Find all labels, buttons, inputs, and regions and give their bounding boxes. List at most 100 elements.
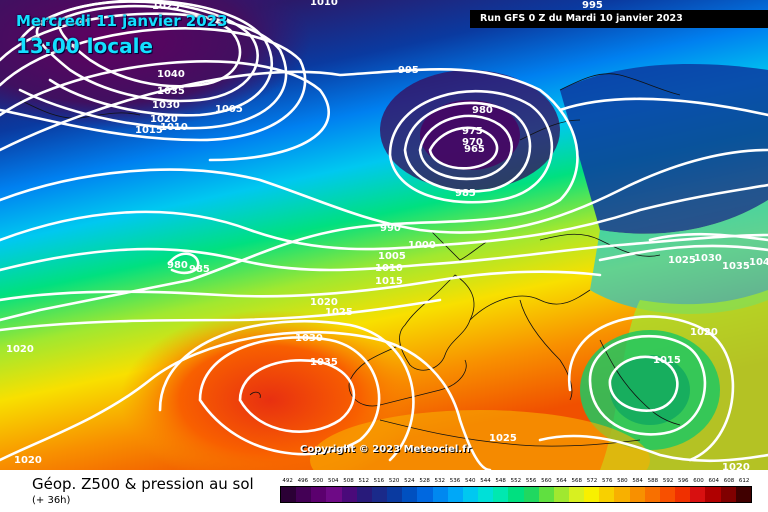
legend-label: 580 — [617, 478, 628, 484]
isobar-label: 965 — [464, 144, 485, 155]
legend-label: 560 — [541, 478, 552, 484]
legend-label: 508 — [343, 478, 354, 484]
legend-label: 564 — [556, 478, 567, 484]
isobar-label: 1020 — [14, 455, 42, 466]
isobar-label: 1035 — [157, 86, 185, 97]
legend-label: 588 — [647, 478, 659, 484]
map-title: Géop. Z500 & pression au sol — [32, 475, 254, 493]
pressure-geopotential-map: 1010 1025 995 995 1040 1035 1030 1020 10… — [0, 0, 768, 470]
isobar-label: 980 — [167, 260, 188, 271]
legend-label: 612 — [738, 478, 750, 484]
isobar-label: 1030 — [295, 333, 323, 344]
legend-label: 600 — [693, 478, 704, 484]
isobar-label: 1025 — [668, 255, 696, 266]
legend-label: 512 — [358, 478, 369, 484]
legend-swatch — [690, 487, 706, 502]
isobar-label: 1015 — [375, 276, 403, 287]
isobar-label: 104 — [749, 257, 768, 268]
model-run-banner: Run GFS 0 Z du Mardi 10 janvier 2023 — [470, 10, 768, 28]
legend-swatch — [356, 487, 372, 502]
legend-label: 540 — [464, 478, 476, 484]
map-footer: Géop. Z500 & pression au sol (+ 36h) 492… — [0, 470, 768, 512]
copyright-notice: Copyright © 2023 Meteociel.fr — [300, 444, 472, 455]
legend-label: 608 — [723, 478, 735, 484]
forecast-time: 13:00 locale — [16, 34, 153, 58]
legend-swatch — [402, 487, 418, 502]
isobar-label: 1040 — [157, 69, 185, 80]
legend-swatch — [281, 487, 297, 502]
isobar-label: 1020 — [690, 327, 718, 338]
color-legend: 492 496 500 504 508 512 516 520 524 528 532 536 540 5… — [280, 478, 752, 503]
forecast-date: Mercredi 11 janvier 2023 — [16, 12, 228, 30]
legend-swatch — [296, 487, 312, 502]
legend-swatch — [311, 487, 327, 502]
legend-labels: 492 496 500 504 508 512 516 520 524 528 532 536 540 5… — [280, 478, 752, 486]
isobars — [0, 0, 768, 470]
legend-swatch — [584, 487, 600, 502]
legend-swatch — [599, 487, 615, 502]
legend-swatch — [614, 487, 630, 502]
isobar-label: 970 — [462, 137, 483, 148]
legend-label: 572 — [586, 478, 598, 484]
isobar-label: 1030 — [152, 100, 180, 111]
legend-swatch — [508, 487, 524, 502]
isobar-label: 1020 — [722, 462, 750, 470]
legend-swatch — [568, 487, 585, 502]
legend-label: 520 — [388, 478, 400, 484]
legend-label: 584 — [632, 478, 643, 484]
legend-swatch — [417, 487, 433, 502]
legend-label: 524 — [404, 478, 415, 484]
legend-swatch — [432, 487, 448, 502]
legend-color-bar — [280, 486, 752, 503]
legend-swatch — [720, 487, 736, 502]
isobar-label: 990 — [380, 223, 401, 234]
legend-swatch — [659, 487, 676, 502]
legend-label: 504 — [328, 478, 339, 484]
isobar-label: 975 — [462, 126, 483, 137]
legend-swatch — [326, 487, 342, 502]
legend-label: 532 — [434, 478, 446, 484]
isobar-label: 980 — [472, 105, 493, 116]
isobar-label: 985 — [455, 188, 476, 199]
legend-label: 556 — [525, 478, 537, 484]
isobar-label: 995 — [582, 0, 603, 11]
legend-label: 548 — [495, 478, 506, 484]
legend-swatch — [523, 487, 539, 502]
isobar-label: 985 — [189, 264, 210, 275]
legend-swatch — [478, 487, 494, 502]
legend-swatch — [675, 487, 691, 502]
legend-swatch — [341, 487, 357, 502]
coastlines — [19, 73, 681, 447]
isobar-label: 1025 — [325, 307, 353, 318]
isobar-label: 1035 — [310, 357, 338, 368]
isobar-label: 1010 — [375, 263, 403, 274]
isobar-label: 1020 — [6, 344, 34, 355]
legend-swatch — [462, 487, 479, 502]
legend-swatch — [538, 487, 554, 502]
legend-swatch — [387, 487, 403, 502]
isobar-label: 1015 — [653, 355, 681, 366]
isobar-label: 1005 — [215, 104, 243, 115]
legend-label: 576 — [601, 478, 613, 484]
legend-swatch — [371, 487, 388, 502]
isobar-label: 1005 — [378, 251, 406, 262]
isobar-label: 1030 — [694, 253, 722, 264]
isobar-label: 1035 — [722, 261, 750, 272]
legend-swatch — [629, 487, 645, 502]
legend-label: 528 — [419, 478, 430, 484]
forecast-lead-time: (+ 36h) — [32, 495, 71, 506]
legend-label: 492 — [282, 478, 293, 484]
legend-label: 500 — [312, 478, 324, 484]
isobar-label: 1000 — [408, 240, 436, 251]
legend-label: 592 — [662, 478, 674, 484]
isobar-label: 1025 — [489, 433, 517, 444]
isobar-label: 1025 — [152, 1, 180, 12]
isobar-label: 1020 — [310, 297, 338, 308]
legend-label: 604 — [708, 478, 719, 484]
legend-label: 596 — [678, 478, 689, 484]
legend-swatch — [735, 487, 751, 502]
legend-swatch — [493, 487, 509, 502]
legend-label: 516 — [373, 478, 385, 484]
isobar-labels: 1010 1025 995 995 1040 1035 1030 1020 10… — [6, 0, 768, 470]
legend-swatch — [705, 487, 721, 502]
